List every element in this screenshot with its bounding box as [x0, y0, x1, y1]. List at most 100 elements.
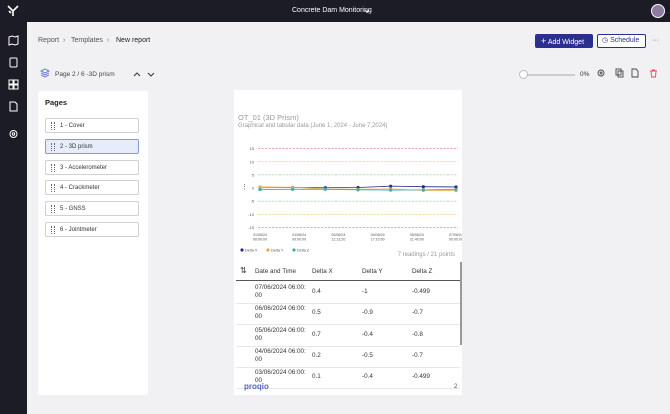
drag-handle	[51, 142, 55, 151]
x-tick-label: 12:13:20	[331, 238, 345, 242]
progress-label: 0%	[580, 71, 590, 78]
app-title[interactable]: Concrete Dam Monitoring	[292, 7, 372, 14]
table-cell: -0.4	[362, 373, 373, 381]
separator: ›	[107, 37, 110, 44]
page-item[interactable]: 4 - Crackmeter	[45, 180, 139, 196]
report-title: OT_01 (3D Prism)	[238, 113, 299, 122]
table-cell: -1	[362, 288, 368, 295]
drag-handle	[51, 163, 55, 172]
row-divider	[236, 366, 460, 368]
column-header: Delta Y	[362, 268, 383, 275]
column-header: Delta X	[312, 268, 333, 275]
y-tick-label: -5	[250, 199, 254, 204]
header-divider	[236, 280, 460, 281]
data-point	[258, 185, 262, 189]
legend-swatch	[292, 248, 296, 252]
y-tick-label: 10	[250, 159, 255, 164]
page-item[interactable]: 2 - 3D prism	[45, 138, 139, 154]
row-divider	[236, 388, 460, 390]
legend-swatch	[266, 248, 270, 252]
slider-track	[522, 74, 575, 76]
table-cell: 0.5	[312, 309, 321, 317]
row-divider	[236, 345, 460, 347]
data-point	[421, 188, 425, 192]
data-point	[291, 187, 295, 191]
x-tick-label: 21:40:00	[410, 238, 424, 242]
more-button[interactable]: ···	[652, 37, 659, 44]
button-label: Add Widget	[547, 39, 585, 46]
table-cell: 04/06/2024 06:00:00	[255, 347, 306, 363]
table-cell: -0.4	[362, 330, 373, 338]
legend-label: Delta Y	[271, 248, 284, 252]
sort-icon[interactable]: ⇅	[240, 266, 247, 275]
pages-title: Pages	[45, 98, 68, 107]
x-tick-label: 02/06/24	[331, 233, 345, 237]
table-cell: 05/06/2024 06:00:00	[255, 326, 306, 342]
legend-label: Delta X	[245, 248, 258, 252]
column-header: Delta Z	[412, 268, 433, 275]
table-cell: 0.4	[312, 288, 321, 295]
table-cell: -0.9	[362, 309, 373, 317]
avatar[interactable]	[651, 4, 665, 18]
x-tick-label: 01/06/24	[292, 233, 306, 237]
breadcrumb: New report	[116, 37, 151, 44]
x-tick-label: 05/06/24	[410, 233, 424, 237]
page-item-label: 5 - GNSS	[60, 206, 86, 213]
page-nav[interactable]	[132, 70, 156, 78]
table-cell: -0.8	[412, 330, 423, 338]
schedule-button[interactable]: ◷ Schedule	[597, 34, 646, 48]
sidebar	[0, 22, 27, 414]
y-tick-label: 0	[252, 186, 255, 191]
row-divider	[236, 324, 460, 326]
legend-swatch	[240, 248, 244, 252]
page-item[interactable]: 3 - Accelerometer	[45, 159, 139, 175]
page-item[interactable]: 1 - Cover	[45, 118, 139, 133]
table-cell: -0.5	[362, 351, 373, 359]
breadcrumb[interactable]: Templates	[71, 37, 103, 44]
layers-icon	[40, 68, 50, 78]
page-item-label: 6 - Jointmeter	[60, 227, 97, 233]
scrollbar[interactable]	[460, 262, 462, 345]
page-item-label: 1 - Cover	[60, 123, 85, 129]
footer-logo: proqio	[244, 382, 269, 391]
readings-count: 7 readings / 21 points	[397, 252, 455, 258]
drag-handle	[51, 205, 55, 214]
toolbar-icons[interactable]	[596, 68, 660, 78]
logo	[7, 5, 19, 16]
data-point	[356, 188, 360, 192]
page-item[interactable]: 6 - Jointmeter	[45, 222, 139, 237]
x-tick-label: 06:00:00	[253, 238, 267, 242]
sidebar-icons	[8, 35, 19, 138]
breadcrumb[interactable]: Report	[38, 37, 60, 44]
add-widget-button[interactable]: + Add Widget	[535, 34, 593, 48]
column-header: Date and Time	[255, 268, 296, 275]
table-cell: -0.7	[412, 309, 423, 317]
y-tick-label: 5	[252, 172, 255, 177]
table-cell: 06/06/2024 06:00:00	[255, 305, 306, 321]
page-item-label: 3 - Accelerometer	[60, 164, 108, 171]
report-page: OT_01 (3D Prism) Graphical and tabular d…	[234, 90, 462, 395]
slider-thumb[interactable]	[519, 70, 528, 79]
x-tick-label: 00:00:00	[292, 238, 306, 242]
data-point	[454, 185, 458, 189]
table-cell: -0.7	[412, 351, 423, 359]
x-tick-label: 07/06/24	[449, 233, 462, 237]
data-point	[421, 185, 425, 189]
data-point	[454, 187, 458, 191]
chart: ⋮151050-5-10-1531/05/2406:00:0001/06/240…	[240, 146, 462, 252]
page-item-label: 4 - Crackmeter	[60, 185, 100, 192]
data-point	[258, 187, 262, 192]
chevron	[364, 9, 370, 14]
top-bar: Concrete Dam Monitoring	[0, 0, 670, 22]
table-cell: 0.1	[312, 373, 321, 381]
x-tick-label: 04/06/24	[371, 233, 385, 237]
page-item[interactable]: 5 - GNSS	[45, 201, 139, 217]
drag-handle	[51, 226, 55, 234]
drag-handle	[51, 122, 55, 130]
y-tick-label: 15	[250, 146, 255, 151]
page-number: 2	[454, 384, 458, 390]
y-tick-label: -10	[248, 212, 255, 217]
y-tick-label: -15	[248, 225, 255, 230]
table-cell: 07/06/2024 06:00:00	[255, 284, 306, 299]
